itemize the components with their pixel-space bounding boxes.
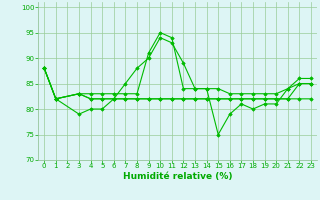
- X-axis label: Humidité relative (%): Humidité relative (%): [123, 172, 232, 181]
